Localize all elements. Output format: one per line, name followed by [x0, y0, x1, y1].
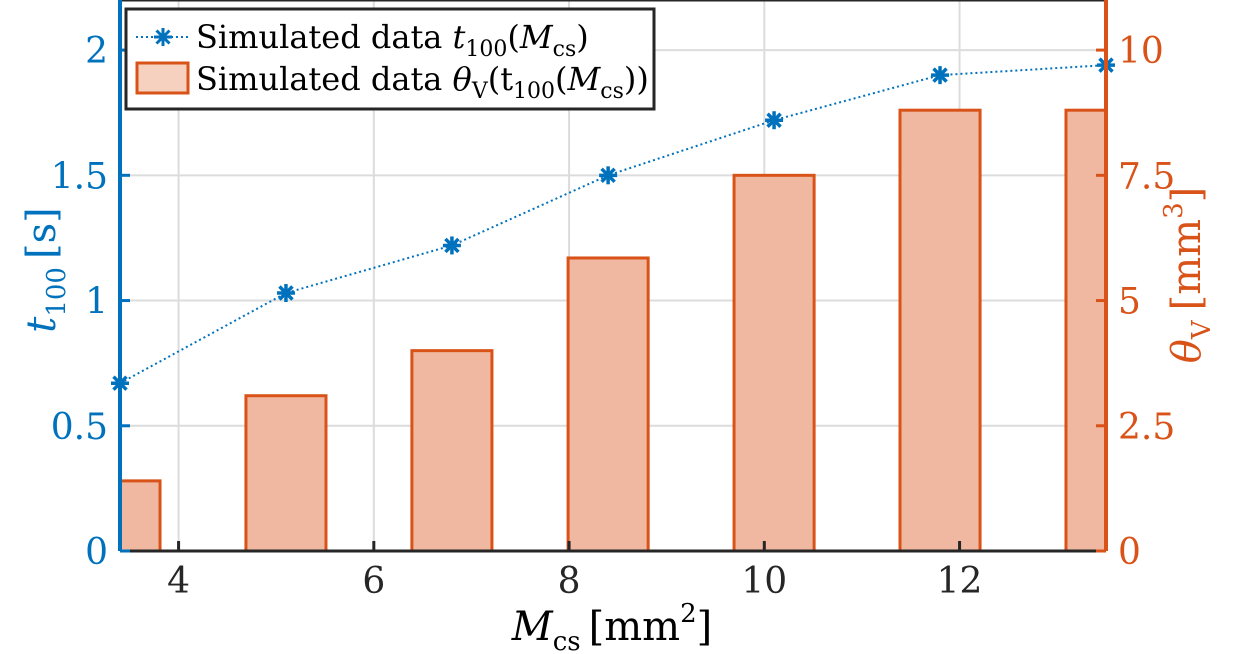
left-y-tick-label: 0.5 — [51, 407, 108, 448]
legend-asterisk-marker — [154, 28, 172, 46]
right-y-tick-label: 7.5 — [1118, 156, 1175, 197]
legend-entry-line: Simulated data t100(Mcs) — [136, 18, 589, 62]
axes: 4 6 8 10 12 0 0.5 1 1.5 2 0 2.5 5 7.5 10 — [51, 0, 1175, 602]
right-y-axis-label: θV[mm3] — [1159, 187, 1217, 364]
bar — [732, 173, 816, 551]
bar-series — [120, 108, 1106, 551]
bar — [410, 349, 494, 551]
data-point — [931, 66, 950, 85]
left-y-axis-label: t100[s] — [19, 207, 72, 332]
legend: Simulated data t100(Mcs) Simulated data … — [124, 7, 656, 111]
asterisk-stroke — [932, 67, 948, 83]
x-tick-label: 12 — [937, 561, 983, 602]
bar — [120, 479, 162, 551]
x-tick-label: 4 — [167, 561, 190, 602]
legend-label-line: Simulated data t100(Mcs) — [196, 18, 589, 62]
right-y-tick-label: 5 — [1118, 282, 1141, 323]
asterisk-stroke — [278, 285, 294, 301]
right-y-tick-label: 0 — [1118, 532, 1141, 573]
legend-box — [124, 7, 656, 111]
asterisk-stroke — [600, 167, 616, 184]
bar — [898, 108, 982, 551]
data-point — [599, 166, 618, 185]
right-y-tick-label: 10 — [1118, 31, 1164, 72]
asterisk-stroke — [766, 112, 782, 128]
left-y-tick-label: 2 — [85, 31, 108, 72]
data-point — [276, 284, 295, 303]
bar — [566, 256, 650, 551]
x-tick-label: 10 — [741, 561, 787, 602]
legend-bar-swatch — [135, 61, 190, 95]
data-point — [442, 236, 461, 255]
legend-entry-bar: Simulated data θV(t100(Mcs)) — [135, 60, 649, 104]
legend-label-bar: Simulated data θV(t100(Mcs)) — [196, 60, 649, 104]
right-y-tick-label: 2.5 — [1118, 407, 1175, 448]
data-point — [765, 111, 784, 130]
left-y-tick-label: 1 — [85, 282, 108, 323]
x-axis-label: Mcs [mm2] — [511, 599, 713, 654]
bar — [244, 394, 328, 551]
x-tick-label: 8 — [558, 561, 581, 602]
asterisk-stroke — [444, 237, 460, 254]
left-y-tick-label: 0 — [85, 532, 108, 573]
x-tick-label: 6 — [362, 561, 385, 602]
left-y-tick-label: 1.5 — [51, 156, 108, 197]
